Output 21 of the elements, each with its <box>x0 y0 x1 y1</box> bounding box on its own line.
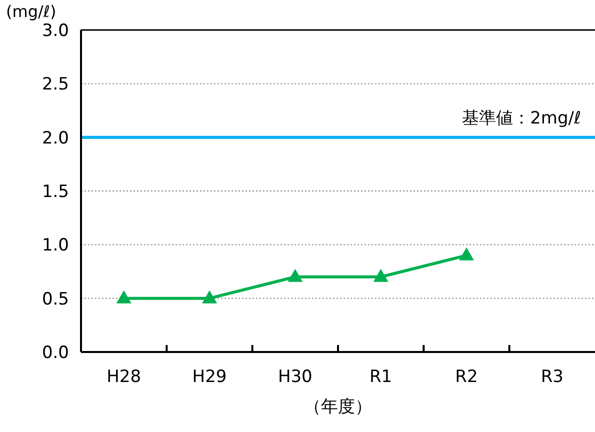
y-axis-title: (mg/ℓ) <box>6 2 56 21</box>
y-tick-label: 2.5 <box>42 74 69 95</box>
ref-line-label: 基準値：2mg/ℓ <box>462 108 581 128</box>
point <box>288 268 303 282</box>
x-tick-label: R2 <box>455 367 478 387</box>
y-tick-label: 0.5 <box>42 289 69 310</box>
y-tick-label: 2.0 <box>42 128 69 148</box>
y-tick-label: 3.0 <box>42 21 69 41</box>
point <box>373 268 388 282</box>
point <box>116 290 132 304</box>
point <box>459 247 474 260</box>
x-tick-label: H29 <box>192 367 227 387</box>
y-tick-label: 1.5 <box>42 182 69 202</box>
x-tick-label: H30 <box>278 367 312 387</box>
y-tick-label: 1.0 <box>42 236 69 256</box>
point <box>202 290 217 304</box>
y-tick-label: 0.0 <box>42 343 69 363</box>
x-axis-title: （年度） <box>304 397 372 417</box>
x-tick-label: R1 <box>370 367 392 387</box>
x-tick-label: H28 <box>106 367 142 387</box>
x-tick-label: R3 <box>540 367 564 387</box>
